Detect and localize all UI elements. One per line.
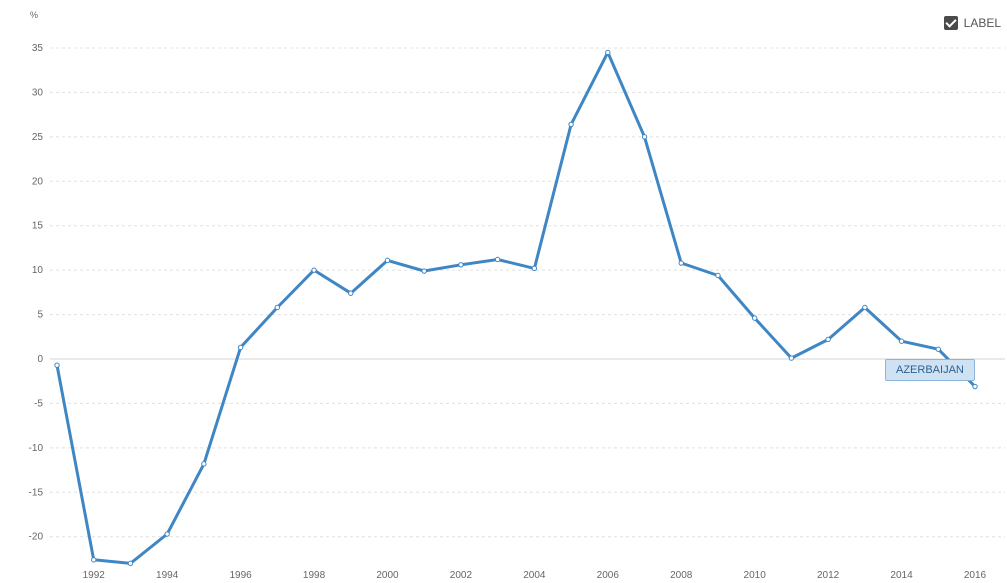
data-point[interactable]: [494, 256, 501, 263]
x-tick-label: 2008: [670, 570, 693, 581]
y-tick-label: 35: [32, 43, 44, 54]
data-point[interactable]: [127, 560, 134, 567]
data-point[interactable]: [201, 461, 207, 467]
data-point[interactable]: [421, 268, 427, 274]
data-point[interactable]: [751, 315, 758, 321]
y-tick-label: 10: [32, 265, 44, 276]
x-tick-label: 2004: [523, 570, 546, 581]
label-checkbox[interactable]: [943, 16, 958, 30]
series-line[interactable]: [55, 50, 977, 565]
x-tick-label: 2006: [597, 570, 620, 581]
y-tick-label: 25: [32, 132, 44, 143]
data-point[interactable]: [54, 362, 60, 368]
x-tick-label: 1996: [229, 570, 252, 581]
x-tick-label: 2002: [450, 570, 473, 581]
x-tick-label: 1992: [83, 570, 106, 581]
y-axis-ticks: 35 30 25 20 15 10 5 0 -5 -10 -15 -20: [29, 43, 44, 543]
y-tick-label: 5: [37, 310, 43, 321]
x-tick-label: 1994: [156, 570, 179, 581]
data-point[interactable]: [568, 121, 574, 128]
data-point[interactable]: [164, 531, 170, 537]
x-tick-label: 2000: [376, 570, 399, 581]
data-point[interactable]: [458, 262, 464, 268]
series-name-tag[interactable]: AZERBAIJAN: [885, 358, 975, 381]
data-point[interactable]: [678, 260, 684, 266]
x-tick-label: 2010: [744, 570, 767, 581]
data-point[interactable]: [605, 49, 611, 56]
data-point[interactable]: [274, 304, 281, 311]
x-tick-label: 1998: [303, 570, 326, 581]
data-point[interactable]: [825, 336, 831, 343]
series-line-group: [54, 49, 978, 567]
data-point[interactable]: [972, 383, 978, 390]
data-point[interactable]: [641, 134, 648, 140]
data-point[interactable]: [384, 257, 391, 264]
data-point[interactable]: [531, 265, 538, 272]
data-point[interactable]: [715, 272, 721, 279]
data-point[interactable]: [862, 304, 868, 311]
data-point[interactable]: [311, 267, 317, 273]
y-tick-label: 30: [32, 87, 44, 98]
label-toggle[interactable]: LABEL: [943, 16, 1001, 30]
y-tick-label: 15: [32, 221, 44, 232]
y-unit-label: %: [30, 10, 38, 20]
y-tick-label: 0: [37, 354, 43, 365]
y-tick-label: -5: [34, 398, 43, 409]
x-tick-label: 2016: [964, 570, 987, 581]
data-point[interactable]: [91, 557, 97, 563]
label-toggle-text: LABEL: [963, 16, 1001, 30]
data-point[interactable]: [935, 346, 941, 352]
y-tick-label: 20: [32, 176, 44, 187]
grid-lines: [50, 47, 1005, 538]
x-tick-label: 2014: [890, 570, 913, 581]
data-point[interactable]: [898, 338, 905, 344]
data-point[interactable]: [348, 290, 354, 296]
data-point[interactable]: [237, 344, 244, 351]
x-tick-label: 2012: [817, 570, 840, 581]
y-tick-label: -15: [29, 487, 44, 498]
x-axis-ticks: 1992 1994 1996 1998 2000 2002 2004 2006 2008 2010…: [83, 570, 987, 581]
y-tick-label: -10: [29, 443, 44, 454]
y-tick-label: -20: [29, 532, 44, 543]
data-point[interactable]: [788, 355, 795, 361]
